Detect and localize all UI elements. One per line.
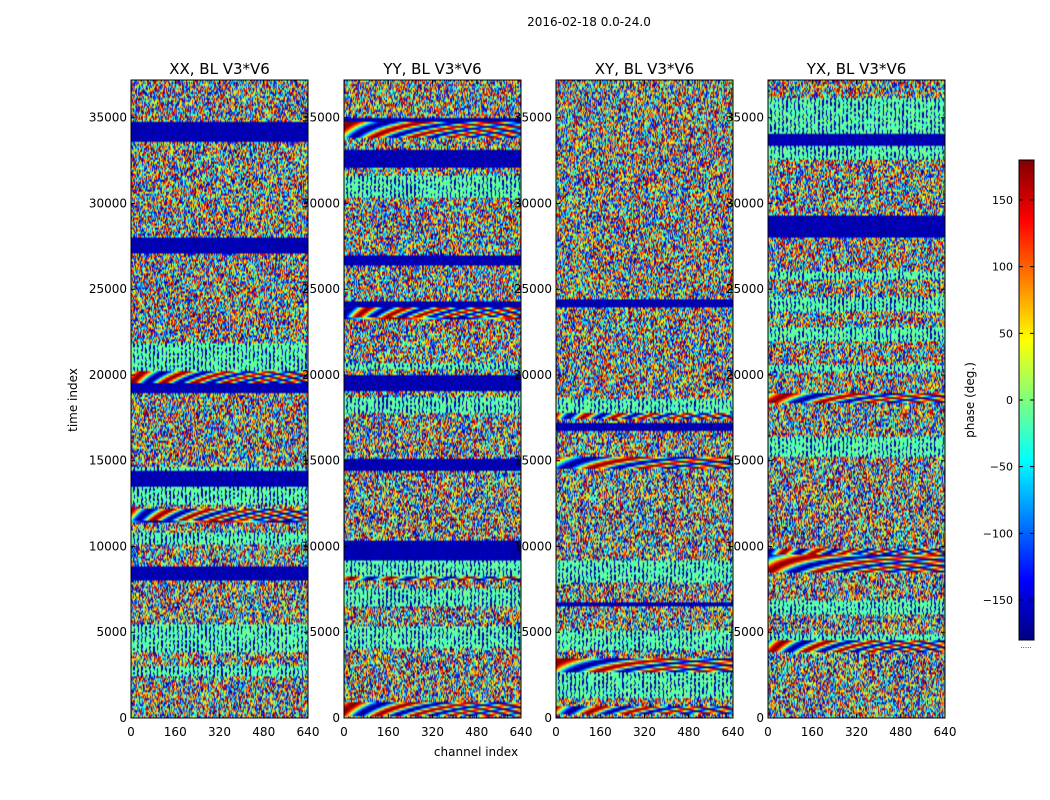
- y-tick-label: 5000: [521, 625, 552, 639]
- x-tick-label: 320: [845, 725, 868, 739]
- colorbar: −150 −100 −50 0 50 100 150: [983, 159, 1035, 641]
- x-tick-label: 480: [889, 725, 912, 739]
- colorbar-tick-label: 50: [999, 327, 1013, 340]
- heatmap-image-yy: [344, 80, 521, 718]
- y-tick-label: 20000: [726, 368, 764, 382]
- y-tick-label: 0: [756, 711, 764, 725]
- figure-suptitle: 2016-02-18 0.0-24.0: [527, 15, 651, 29]
- y-tick-label: 25000: [89, 282, 127, 296]
- panel-xx: XX, BL V3*V6 0 160 320 480 640 0 5000 10000 15000…: [89, 60, 320, 739]
- x-axis-label: channel index: [434, 745, 518, 759]
- y-tick-label: 5000: [733, 625, 764, 639]
- x-tick-label: 640: [722, 725, 745, 739]
- y-tick-label: 20000: [89, 368, 127, 382]
- y-tick-label: 15000: [514, 454, 552, 468]
- y-tick-label: 30000: [89, 196, 127, 210]
- x-tick-label: 640: [510, 725, 533, 739]
- y-tick-label: 30000: [726, 196, 764, 210]
- y-tick-label: 0: [119, 711, 127, 725]
- x-tick-label: 0: [552, 725, 560, 739]
- x-tick-label: 0: [764, 725, 772, 739]
- y-tick-label: 15000: [726, 454, 764, 468]
- x-tick-label: 320: [208, 725, 231, 739]
- panel-xy: XY, BL V3*V6 0 160 320 480 640 0 5000 10000 15000…: [514, 60, 745, 739]
- y-tick-label: 25000: [726, 282, 764, 296]
- panel-title: YX, BL V3*V6: [806, 60, 907, 78]
- panels: XX, BL V3*V6 0 160 320 480 640 0 5000 10000 15000…: [89, 60, 957, 739]
- y-tick-label: 10000: [302, 539, 340, 553]
- y-tick-label: 0: [544, 711, 552, 725]
- panel-title: XY, BL V3*V6: [595, 60, 695, 78]
- x-tick-label: 480: [252, 725, 275, 739]
- y-tick-label: 35000: [89, 111, 127, 125]
- colorbar-tick-label: 150: [992, 194, 1013, 207]
- x-tick-label: 160: [377, 725, 400, 739]
- y-tick-label: 0: [332, 711, 340, 725]
- panel-yy: YY, BL V3*V6 0 160 320 480 640 0 5000 10000 15000…: [302, 60, 533, 739]
- x-tick-label: 160: [164, 725, 187, 739]
- colorbar-tick-label: −150: [983, 594, 1013, 607]
- y-tick-label: 30000: [514, 196, 552, 210]
- y-tick-label: 5000: [96, 625, 127, 639]
- x-tick-label: 320: [633, 725, 656, 739]
- x-tick-label: 320: [421, 725, 444, 739]
- x-tick-label: 480: [465, 725, 488, 739]
- y-tick-label: 15000: [302, 454, 340, 468]
- heatmap-image-xx: [131, 80, 308, 718]
- panel-title: YY, BL V3*V6: [382, 60, 481, 78]
- x-tick-label: 0: [127, 725, 135, 739]
- x-tick-label: 640: [934, 725, 957, 739]
- colorbar-label: phase (deg.): [963, 362, 977, 438]
- x-tick-label: 0: [340, 725, 348, 739]
- y-tick-label: 25000: [302, 282, 340, 296]
- y-tick-label: 10000: [514, 539, 552, 553]
- y-tick-label: 30000: [302, 196, 340, 210]
- x-tick-label: 160: [801, 725, 824, 739]
- y-axis-label: time index: [66, 368, 80, 432]
- y-tick-label: 25000: [514, 282, 552, 296]
- heatmap-image-yx: [768, 80, 945, 718]
- y-tick-label: 10000: [89, 539, 127, 553]
- colorbar-tick-label: −50: [990, 461, 1013, 474]
- colorbar-tick-label: −100: [983, 527, 1013, 540]
- y-tick-label: 5000: [309, 625, 340, 639]
- y-tick-label: 20000: [514, 368, 552, 382]
- y-tick-label: 35000: [302, 111, 340, 125]
- x-tick-label: 480: [677, 725, 700, 739]
- y-tick-label: 15000: [89, 454, 127, 468]
- heatmap-image-xy: [556, 80, 733, 718]
- colorbar-ellipsis: .....: [1020, 642, 1031, 650]
- colorbar-tick-label: 100: [992, 261, 1013, 274]
- x-tick-label: 640: [297, 725, 320, 739]
- x-tick-label: 160: [589, 725, 612, 739]
- y-tick-label: 20000: [302, 368, 340, 382]
- panel-yx: YX, BL V3*V6 0 160 320 480 640 0 5000 10000 15000…: [726, 60, 957, 739]
- y-tick-label: 35000: [726, 111, 764, 125]
- colorbar-tick-label: 0: [1006, 394, 1013, 407]
- panel-title: XX, BL V3*V6: [169, 60, 270, 78]
- y-tick-label: 35000: [514, 111, 552, 125]
- y-tick-label: 10000: [726, 539, 764, 553]
